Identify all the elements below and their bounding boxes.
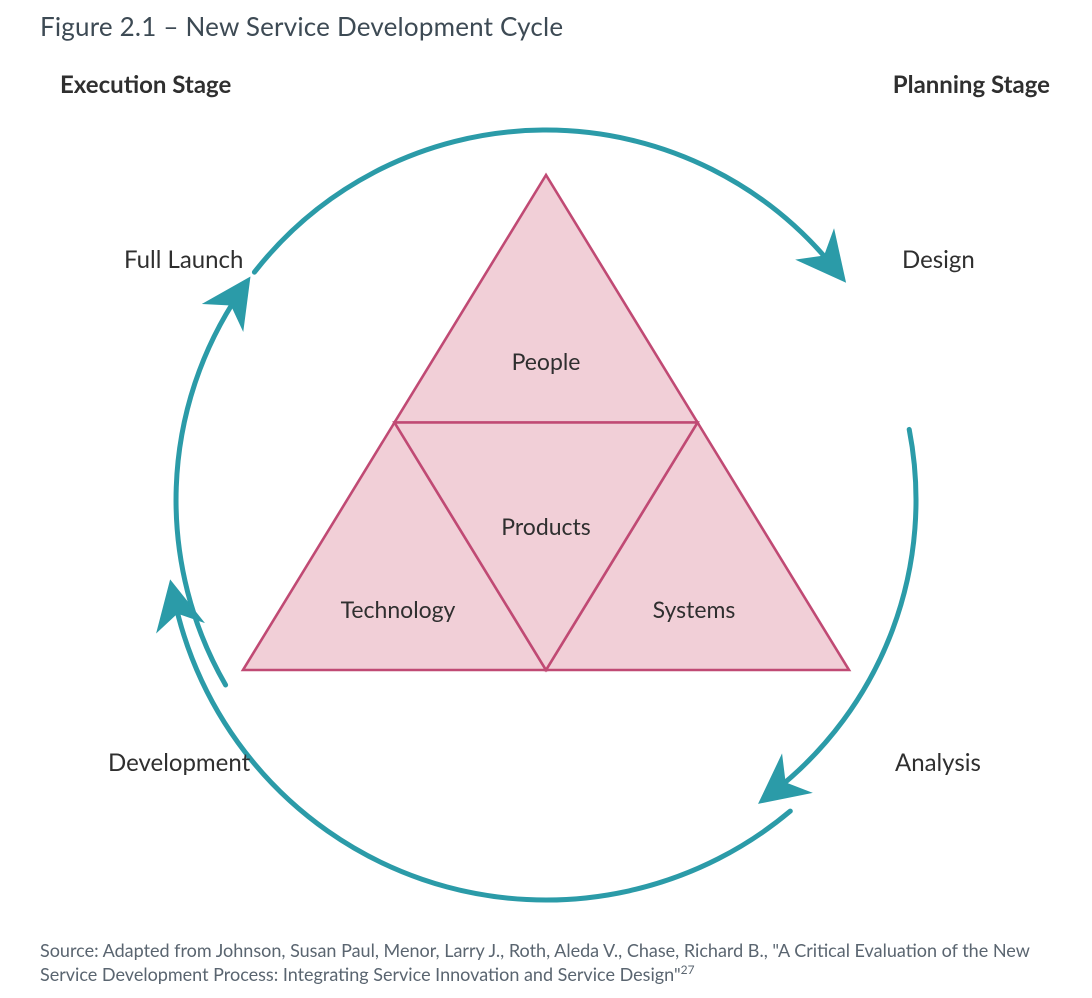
triangle-label-technology: Technology (341, 595, 456, 623)
cycle-node-design: Design (902, 245, 975, 274)
cycle-node-development: Development (108, 748, 250, 777)
source-text: Source: Adapted from Johnson, Susan Paul… (40, 939, 1030, 985)
triangle-label-products: Products (501, 512, 590, 540)
source-footnote: 27 (681, 962, 695, 977)
triangle-label-systems: Systems (653, 595, 736, 623)
cycle-node-full-launch: Full Launch (124, 245, 243, 274)
triangle-label-people: People (512, 347, 581, 375)
center-triangle (243, 175, 849, 670)
cycle-node-analysis: Analysis (895, 748, 981, 777)
figure-container: Figure 2.1 – New Service Development Cyc… (0, 0, 1092, 998)
figure-source: Source: Adapted from Johnson, Susan Paul… (40, 938, 1052, 987)
